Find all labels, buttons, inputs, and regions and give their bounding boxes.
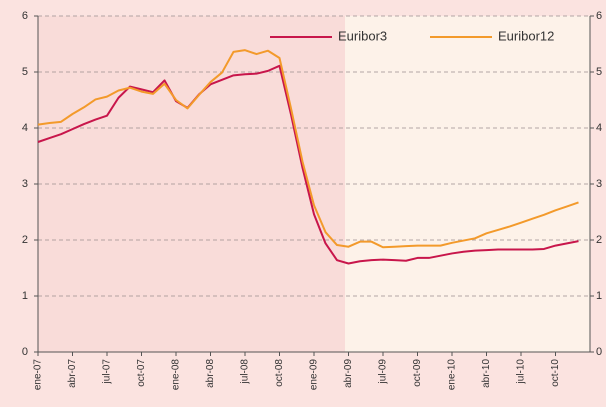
x-tick-label: jul-10 xyxy=(516,359,527,385)
legend-label: Euribor12 xyxy=(498,28,554,43)
y-tick-label: 5 xyxy=(22,66,28,78)
y-tick-label: 0 xyxy=(22,346,28,358)
y-tick-label: 3 xyxy=(22,178,28,190)
x-tick-label: oct-07 xyxy=(136,359,147,387)
legend-label: Euribor3 xyxy=(338,28,387,43)
y2-tick-label: 4 xyxy=(596,122,602,134)
x-tick-label: abr-10 xyxy=(481,359,492,388)
x-tick-label: ene-07 xyxy=(33,359,44,391)
y-tick-label: 6 xyxy=(22,10,28,22)
x-tick-label: oct-08 xyxy=(274,359,285,387)
y2-tick-label: 6 xyxy=(596,10,602,22)
x-tick-label: jul-09 xyxy=(378,359,389,385)
y-tick-label: 1 xyxy=(22,290,28,302)
x-tick-label: abr-08 xyxy=(205,359,216,388)
x-tick-label: oct-09 xyxy=(412,359,423,387)
y2-tick-label: 2 xyxy=(596,234,602,246)
x-tick-label: jul-07 xyxy=(102,359,113,385)
x-tick-label: ene-10 xyxy=(447,359,458,391)
x-tick-label: jul-08 xyxy=(240,359,251,385)
x-tick-label: ene-08 xyxy=(171,359,182,391)
x-tick-label: abr-09 xyxy=(343,359,354,388)
y-tick-label: 2 xyxy=(22,234,28,246)
x-tick-label: abr-07 xyxy=(67,359,78,388)
y2-tick-label: 5 xyxy=(596,66,602,78)
y2-tick-label: 0 xyxy=(596,346,602,358)
x-tick-label: oct-10 xyxy=(550,359,561,387)
y2-tick-label: 1 xyxy=(596,290,602,302)
x-tick-label: ene-09 xyxy=(309,359,320,391)
y2-tick-label: 3 xyxy=(596,178,602,190)
series-line xyxy=(37,49,579,249)
y-tick-label: 4 xyxy=(22,122,28,134)
